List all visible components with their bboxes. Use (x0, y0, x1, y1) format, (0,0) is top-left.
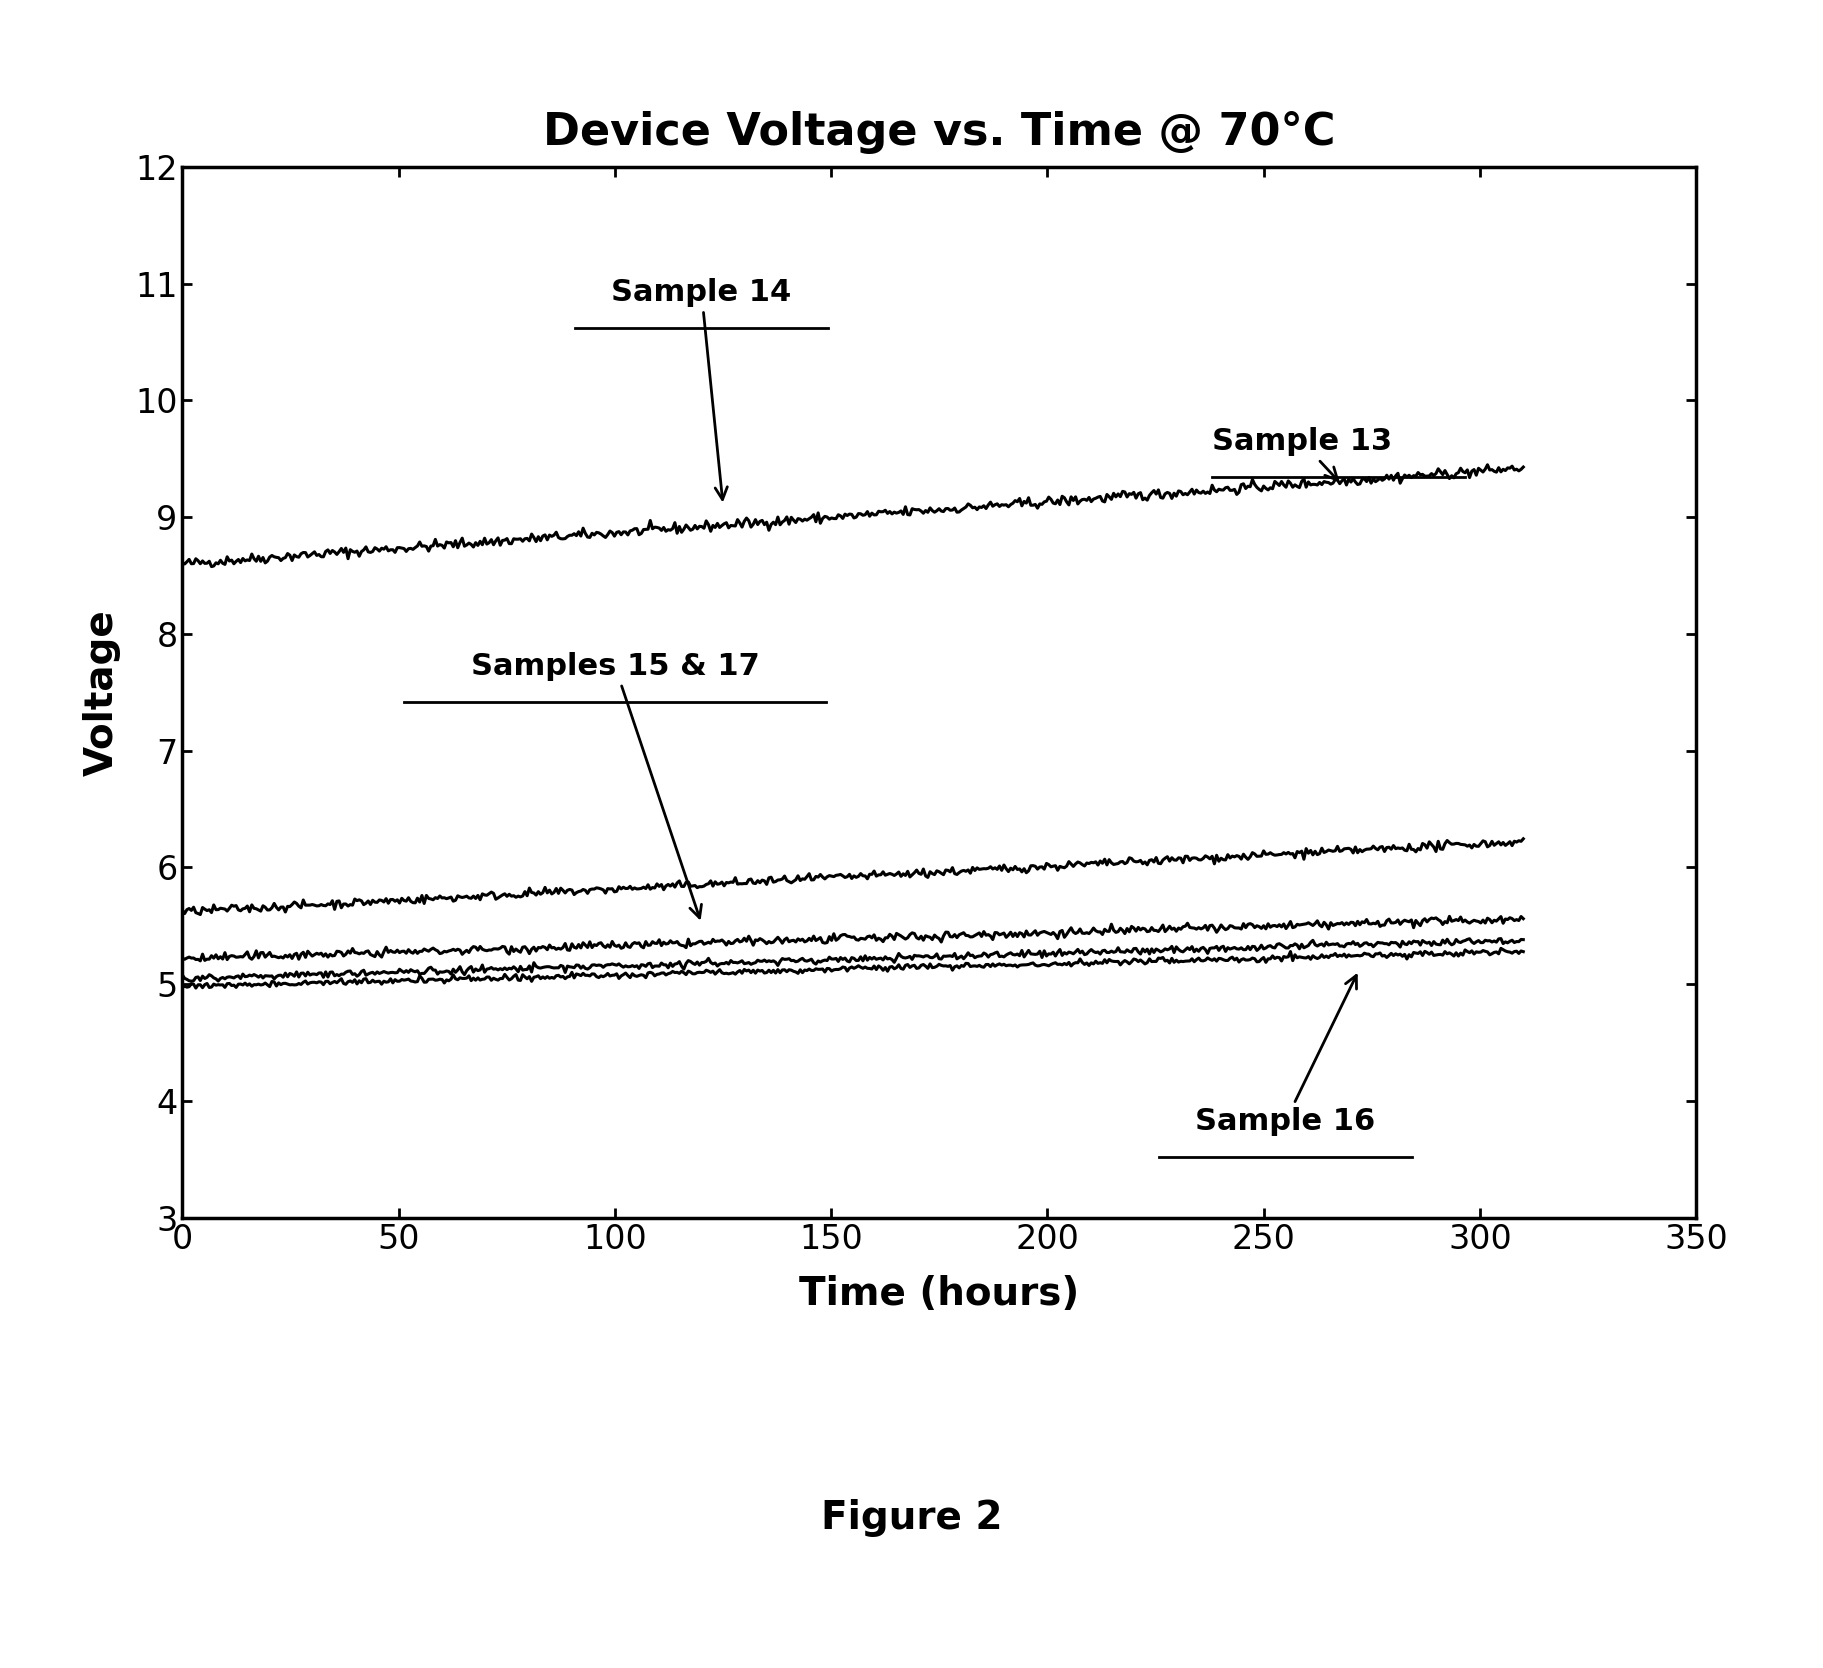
X-axis label: Time (hours): Time (hours) (798, 1274, 1079, 1313)
Y-axis label: Voltage: Voltage (84, 609, 120, 776)
Title: Device Voltage vs. Time @ 70°C: Device Voltage vs. Time @ 70°C (543, 110, 1334, 153)
Text: Sample 13: Sample 13 (1210, 427, 1391, 480)
Text: Sample 14: Sample 14 (611, 279, 791, 499)
Text: Sample 16: Sample 16 (1194, 976, 1375, 1136)
Text: Samples 15 & 17: Samples 15 & 17 (470, 652, 758, 917)
Text: Figure 2: Figure 2 (820, 1500, 1003, 1536)
